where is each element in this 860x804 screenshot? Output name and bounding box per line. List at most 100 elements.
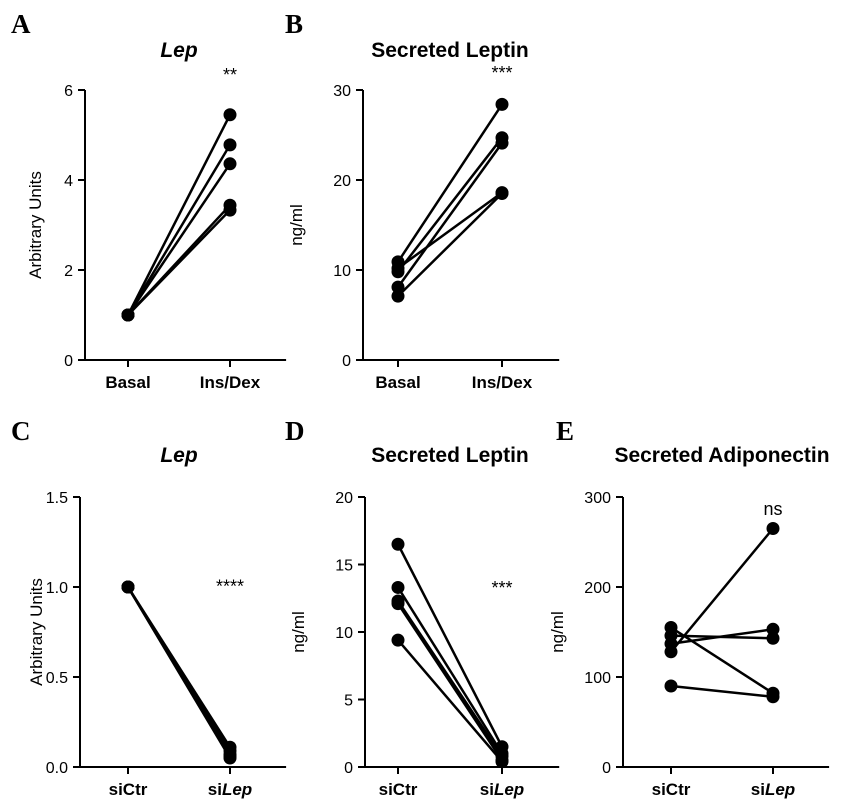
x-tick-label-part: siCtr: [652, 780, 691, 799]
panel-letter: C: [11, 416, 31, 446]
y-tick-label: 100: [584, 670, 611, 687]
data-point: [223, 203, 237, 217]
y-axis-label: ng/ml: [289, 611, 308, 653]
x-tick-label-part: si: [751, 780, 765, 799]
series-5: [391, 633, 509, 769]
y-tick-label: 0.0: [46, 760, 68, 777]
series-line: [126, 586, 232, 759]
series-1: [121, 108, 237, 322]
x-tick-label-part: si: [208, 780, 222, 799]
y-tick-label: 0: [64, 353, 73, 370]
series-line: [670, 634, 774, 640]
series-5: [664, 679, 780, 704]
panel-letter: E: [556, 416, 574, 446]
data-point: [391, 537, 405, 551]
y-tick-label: 1.0: [46, 580, 68, 597]
data-point: [391, 580, 405, 594]
significance-marker: ***: [491, 63, 512, 83]
series-line: [127, 209, 231, 316]
y-tick-label: 0: [342, 353, 351, 370]
significance-marker: ns: [763, 499, 782, 519]
chart-title: Lep: [160, 444, 198, 467]
chart-title: Secreted Adiponectin: [614, 444, 829, 467]
panel-letter: B: [285, 9, 303, 39]
series-line: [126, 163, 232, 316]
series-line: [670, 684, 774, 699]
y-tick-label: 300: [584, 490, 611, 507]
x-tick-label: siLep: [480, 780, 524, 799]
panel-a: A Lep 0 2 4 6 Basal Ins/Dex Arbitrary Units **: [11, 9, 287, 392]
series-line: [397, 639, 503, 763]
y-tick-label: 15: [335, 558, 353, 575]
chart-title: Lep: [160, 39, 198, 62]
data-point: [223, 751, 237, 765]
data-point: [766, 622, 780, 636]
series-line: [126, 114, 232, 316]
x-tick-label: Ins/Dex: [472, 373, 533, 392]
data-point: [766, 522, 780, 535]
data-point: [495, 97, 509, 111]
y-tick-label: 0: [602, 760, 611, 777]
y-tick-label: 10: [335, 625, 353, 642]
panel-letter: D: [285, 416, 305, 446]
data-point: [121, 580, 135, 594]
significance-marker: **: [223, 65, 237, 85]
x-tick-label: siLep: [751, 780, 795, 799]
x-tick-label-part: siCtr: [379, 780, 418, 799]
y-tick-label: 200: [584, 580, 611, 597]
data-point: [121, 308, 135, 322]
y-tick-label: 10: [333, 263, 351, 280]
y-tick-label: 20: [335, 490, 353, 507]
panel-letter: A: [11, 9, 31, 39]
panel-d: D Secreted Leptin 0 5 10 15 20 siCtr siLep ng/ml *…: [285, 416, 560, 799]
data-point: [391, 280, 405, 294]
x-tick-label: Ins/Dex: [200, 373, 261, 392]
series-3: [121, 157, 237, 322]
y-tick-label: 4: [64, 173, 73, 190]
y-tick-label: 20: [333, 173, 351, 190]
y-axis-label: Arbitrary Units: [27, 578, 46, 686]
series-line: [397, 136, 503, 273]
series-line: [396, 600, 504, 757]
significance-marker: ****: [216, 576, 244, 596]
x-tick-label-part: Lep: [765, 780, 795, 799]
panel-e: E Secreted Adiponectin 0 100 200 300 siCtr siLe…: [548, 416, 830, 799]
x-tick-label: siCtr: [379, 780, 418, 799]
chart-title: Secreted Leptin: [371, 444, 529, 467]
series-5: [121, 580, 237, 765]
x-tick-label: Basal: [105, 373, 150, 392]
series-line: [396, 602, 504, 761]
series-4: [391, 186, 509, 275]
chart-title: Secreted Leptin: [371, 39, 529, 62]
data-point: [664, 621, 678, 634]
data-point: [495, 755, 509, 769]
y-axis-label: Arbitrary Units: [26, 171, 45, 279]
series-2: [391, 580, 509, 760]
series-5: [121, 203, 237, 322]
data-point: [391, 289, 405, 303]
data-point: [223, 157, 237, 171]
y-tick-label: 2: [64, 263, 73, 280]
panel-b: B Secreted Leptin 0 10 20 30 Basal Ins/Dex ng/ml…: [285, 9, 560, 392]
data-point: [495, 136, 509, 150]
data-point: [766, 690, 780, 704]
y-axis-label: ng/ml: [548, 611, 567, 653]
x-tick-label: siCtr: [109, 780, 148, 799]
x-tick-label-part: si: [480, 780, 494, 799]
y-tick-label: 0.5: [46, 670, 68, 687]
series-1: [391, 537, 509, 754]
y-tick-label: 30: [333, 83, 351, 100]
x-tick-label-part: Lep: [494, 780, 524, 799]
data-point: [664, 679, 678, 693]
data-point: [391, 597, 405, 611]
y-tick-label: 5: [344, 693, 353, 710]
series-3: [391, 136, 509, 294]
x-tick-label: siCtr: [652, 780, 691, 799]
x-tick-label-part: siCtr: [109, 780, 148, 799]
series-5: [391, 187, 509, 303]
data-point: [223, 138, 237, 152]
data-point: [391, 633, 405, 647]
series-1: [391, 97, 509, 269]
series-line: [670, 626, 774, 695]
